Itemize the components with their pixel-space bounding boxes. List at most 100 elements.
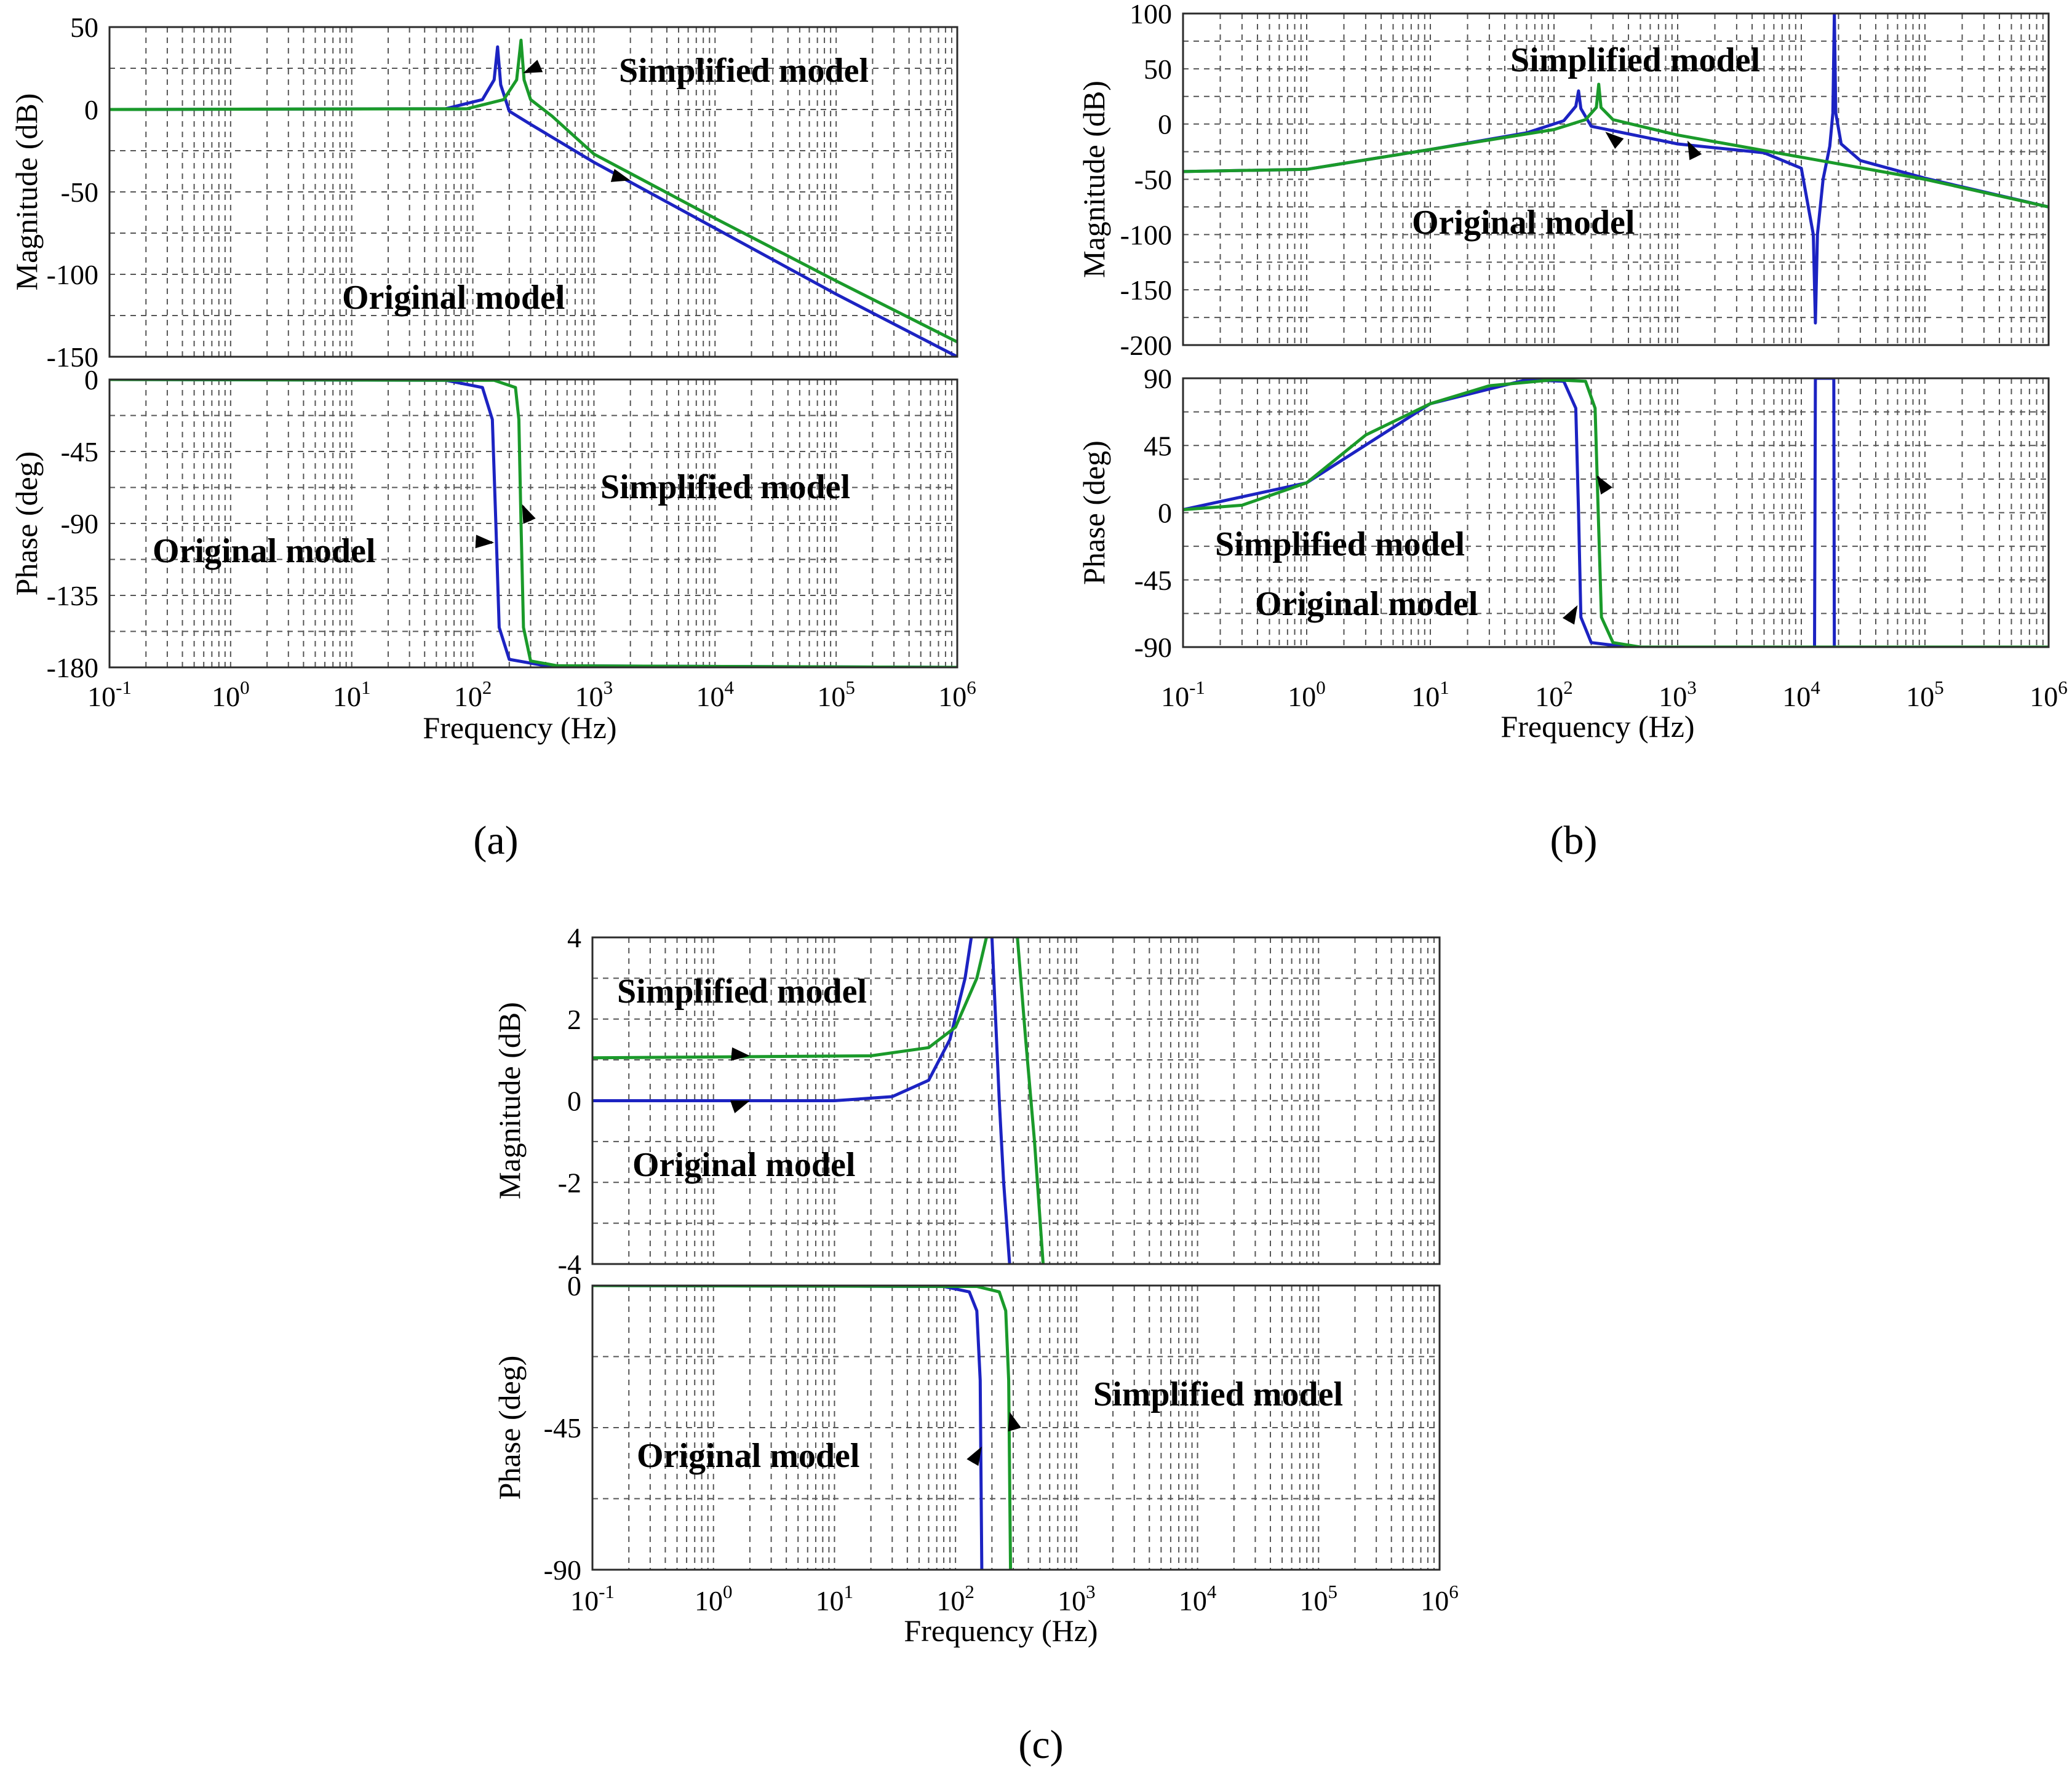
panel-b-magnitude-ytick: -50 — [1134, 164, 1172, 196]
panel-c-magnitude-original-curve — [592, 937, 973, 1102]
panel-a-phase-simplified-annotation: Simplified model — [600, 468, 850, 506]
panel-a-magnitude-ytick: -100 — [47, 259, 98, 290]
panel-c-phase-simplified-annotation-arrow-head — [1008, 1412, 1021, 1432]
curves-layer — [110, 14, 2049, 1570]
panel-b-magnitude-ytick: -150 — [1120, 274, 1172, 306]
panel-a-magnitude-original-annotation-arrow-head — [610, 169, 631, 182]
panel-b-magnitude-ylabel: Magnitude (dB) — [1077, 81, 1111, 278]
panel-c-phase-simplified-curve — [592, 1286, 1013, 1570]
panel-b-magnitude-ytick: -100 — [1120, 219, 1172, 250]
panel-b-phase-ytick: 45 — [1144, 430, 1172, 461]
panel-a-phase-original-curve — [110, 380, 957, 667]
panel-b-phase-original-annotation-arrow-head — [1562, 605, 1578, 625]
panel-b-magnitude-original-annotation-arrow-head — [1605, 132, 1624, 149]
panel-b-xtick: 104 — [1782, 677, 1820, 712]
panel-a-phase-ytick: -180 — [47, 652, 98, 683]
panel-c-magnitude-ytick: 4 — [567, 922, 581, 953]
panel-b-phase-ylabel: Phase (deg) — [1077, 440, 1111, 585]
panel-a-magnitude-ytick: -50 — [61, 177, 98, 208]
panel-b-xtick: 101 — [1411, 677, 1449, 712]
panel-b-magnitude-ytick: 0 — [1158, 109, 1172, 140]
panel-b-magnitude-simplified-curve — [1183, 82, 2049, 209]
panel-b-phase-ytick: 90 — [1144, 363, 1172, 394]
panel-c-magnitude-simplified-curve — [592, 937, 988, 1060]
panel-b-magnitude-frame — [1182, 12, 2050, 346]
panel-a-xtick: 103 — [575, 677, 613, 712]
panel-c-magnitude-original-annotation-arrow-head — [730, 1100, 750, 1113]
panel-a-xtick: 101 — [333, 677, 371, 712]
panel-b-phase-simplified-annotation-arrow-head — [1596, 475, 1612, 495]
panel-a-xtick: 100 — [212, 677, 250, 712]
panel-a-phase-original-annotation: Original model — [153, 532, 375, 570]
panel-a-xtick: 105 — [817, 677, 855, 712]
panel-b-magnitude-original-curve — [1183, 14, 2049, 325]
panel-b-phase-frame — [1182, 377, 2050, 648]
panel-b-magnitude-original-annotation: Original model — [1412, 204, 1635, 242]
panel-c-phase-ytick: -90 — [544, 1554, 581, 1586]
panel-a-phase-simplified-curve — [110, 380, 957, 667]
panel-a-magnitude-frame — [108, 26, 958, 358]
panel-b-phase-original-annotation: Original model — [1255, 585, 1478, 623]
panel-a-xtick: 104 — [696, 677, 735, 712]
panel-b-xtick: 103 — [1659, 677, 1697, 712]
panel-c-label: (c) — [1018, 1722, 1063, 1767]
panel-c-xtick: 101 — [816, 1581, 854, 1616]
panel-c-phase-ylabel: Phase (deg) — [492, 1356, 527, 1500]
panel-b-phase-simplified-annotation: Simplified model — [1215, 525, 1465, 563]
panel-c-xtick: 105 — [1300, 1581, 1338, 1616]
panel-c-magnitude-simplified-annotation-arrow-head — [731, 1047, 750, 1061]
panel-c-magnitude-ytick: 0 — [567, 1086, 581, 1117]
panel-c-phase-simplified-annotation: Simplified model — [1093, 1375, 1343, 1413]
panel-a-phase-ytick: -45 — [61, 436, 98, 467]
panel-c-xtick: 102 — [936, 1581, 974, 1616]
panel-b-phase-original-curve — [1183, 378, 2049, 647]
panel-c-magnitude-ytick: 2 — [567, 1004, 581, 1035]
text-layer: 50 0 -50 -100 -150 Magnitude (dB) Simplified m… — [9, 0, 2068, 1767]
panel-a-magnitude-ylabel: Magnitude (dB) — [9, 93, 44, 291]
panel-c-phase-frame — [591, 1284, 1441, 1571]
panel-c-xtick: 104 — [1179, 1581, 1217, 1616]
panel-c-phase-ytick: -45 — [544, 1412, 581, 1444]
panel-a-magnitude-simplified-annotation: Simplified model — [619, 52, 869, 90]
panel-c-phase-original-annotation: Original model — [637, 1437, 859, 1475]
panel-c-magnitude-ytick: -2 — [558, 1167, 581, 1198]
panel-c-xlabel: Frequency (Hz) — [904, 1613, 1098, 1648]
panel-a-phase-ytick: -135 — [47, 580, 98, 611]
panel-a-phase-original-annotation-arrow-head — [475, 535, 495, 549]
panel-c-xtick: 100 — [695, 1581, 733, 1616]
panel-a-label: (a) — [473, 818, 518, 863]
panel-a-xlabel: Frequency (Hz) — [423, 710, 616, 745]
panel-c-magnitude-original-annotation: Original model — [632, 1146, 855, 1184]
panel-b-xtick: 10-1 — [1161, 677, 1205, 712]
panel-c-magnitude-simplified-annotation: Simplified model — [617, 972, 867, 1011]
panel-c-magnitude-frame — [591, 936, 1441, 1265]
panel-c-xtick: 10-1 — [570, 1581, 615, 1616]
panel-b-xtick: 102 — [1535, 677, 1573, 712]
panel-b-phase-simplified-curve — [1183, 378, 2049, 647]
panel-a-magnitude-ytick: 50 — [70, 12, 98, 43]
panel-a-phase-ytick: -90 — [61, 508, 98, 539]
panel-a-magnitude-ytick: 0 — [84, 94, 98, 125]
panel-a-phase-ylabel: Phase (deg) — [9, 451, 44, 596]
grid-layer — [110, 14, 2049, 1570]
panel-a-phase-ytick: 0 — [84, 364, 98, 396]
panel-c-magnitude-ytick: -4 — [558, 1249, 581, 1280]
panel-b-xtick: 106 — [2030, 677, 2068, 712]
panel-b-xtick: 100 — [1288, 677, 1326, 712]
panel-b-magnitude-ytick: 50 — [1144, 54, 1172, 85]
panel-a-magnitude-simplified-annotation-arrow-head — [523, 60, 543, 74]
panel-a-magnitude-original-annotation: Original model — [342, 279, 565, 317]
panel-a-magnitude-simplified-curve — [110, 38, 957, 344]
panel-c-magnitude-simplified-curve — [1016, 937, 1045, 1264]
panel-c-magnitude-original-curve — [990, 937, 1011, 1264]
panel-a-phase-frame — [108, 378, 958, 669]
panel-b-magnitude-ytick: -200 — [1120, 330, 1172, 361]
panel-b-magnitude-simplified-annotation-arrow-head — [1687, 140, 1702, 161]
panel-a-xtick: 106 — [938, 677, 976, 712]
panel-c-xtick: 106 — [1421, 1581, 1459, 1616]
panel-b-xtick: 105 — [1906, 677, 1944, 712]
panel-a-phase-simplified-annotation-arrow-head — [522, 504, 536, 524]
panel-b-label: (b) — [1550, 818, 1598, 863]
panel-c-magnitude-ylabel: Magnitude (dB) — [492, 1002, 527, 1199]
